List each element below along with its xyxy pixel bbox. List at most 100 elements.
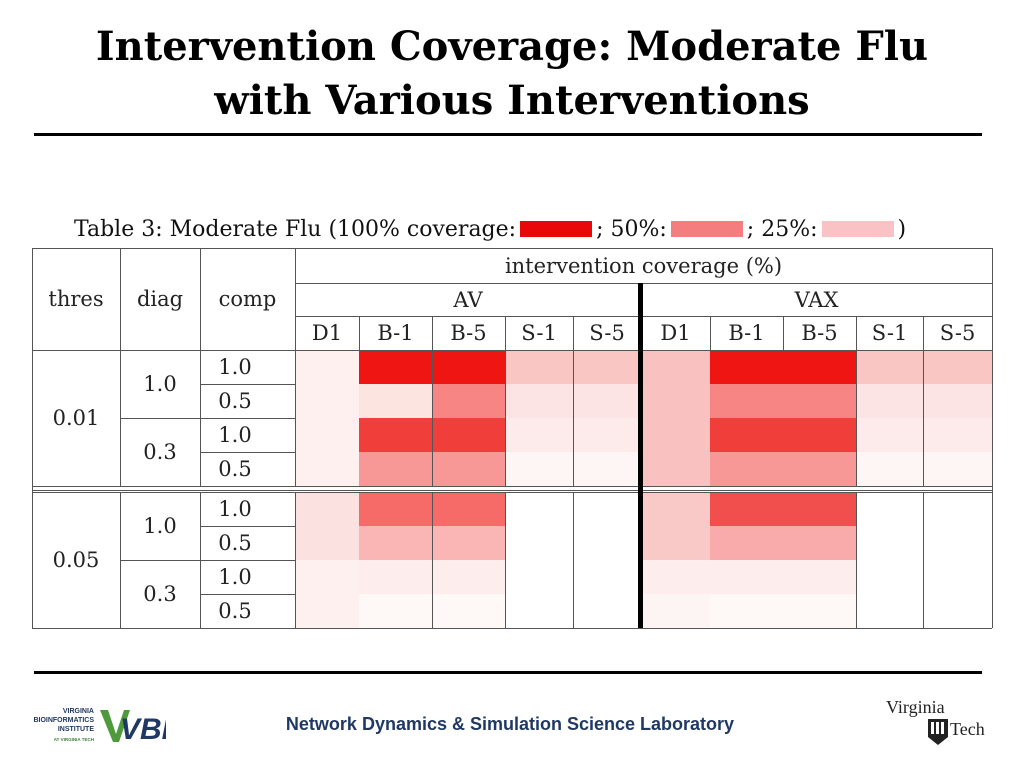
- coverage-cell: [923, 384, 992, 418]
- title-rule: [34, 133, 982, 136]
- row-diag-label: 0.3: [143, 440, 177, 464]
- coverage-cell: [710, 526, 783, 560]
- table-border: [573, 350, 574, 486]
- coverage-cell: [295, 492, 359, 526]
- slide-title: Intervention Coverage: Moderate Flu with…: [0, 20, 1024, 128]
- coverage-cell: [505, 492, 573, 526]
- coverage-cell: [783, 350, 856, 384]
- coverage-cell: [856, 526, 923, 560]
- table-border: [710, 316, 711, 350]
- caption-sep-25: ; 25%:: [746, 216, 818, 242]
- table-border: [856, 350, 857, 486]
- coverage-cell: [505, 384, 573, 418]
- coverage-cell: [710, 452, 783, 486]
- table-border: [783, 316, 784, 350]
- table-border: [992, 350, 993, 486]
- coverage-cell: [432, 526, 505, 560]
- table-border: [32, 486, 33, 494]
- coverage-cell: [359, 526, 432, 560]
- av-vax-divider: [638, 283, 643, 628]
- table-border: [573, 492, 574, 628]
- coverage-cell: [505, 418, 573, 452]
- table-border: [432, 492, 433, 628]
- header-thres: thres: [48, 287, 104, 311]
- vbi-line-2: BIOINFORMATICS: [33, 717, 94, 724]
- coverage-cell: [710, 350, 783, 384]
- coverage-cell: [856, 492, 923, 526]
- table-border: [200, 384, 295, 385]
- caption-suffix: ): [897, 216, 907, 242]
- table-border: [200, 350, 201, 486]
- coverage-cell: [432, 594, 505, 628]
- header-group: intervention coverage (%): [504, 253, 783, 278]
- table-border: [432, 316, 433, 350]
- table-border: [120, 248, 121, 350]
- table-border: [32, 248, 992, 249]
- header-subcol: B-5: [801, 321, 838, 345]
- coverage-cell: [856, 350, 923, 384]
- table-border: [923, 350, 924, 486]
- coverage-cell: [505, 526, 573, 560]
- table-border: [432, 350, 433, 486]
- coverage-cell: [923, 418, 992, 452]
- coverage-cell: [505, 594, 573, 628]
- table-border: [505, 492, 506, 628]
- table-border: [32, 486, 992, 487]
- coverage-cell: [710, 560, 783, 594]
- table-border: [200, 594, 295, 595]
- coverage-cell: [573, 452, 641, 486]
- header-subcol: S-5: [589, 321, 625, 345]
- table-border: [359, 316, 360, 350]
- coverage-cell: [923, 492, 992, 526]
- coverage-cell: [432, 350, 505, 384]
- table-border: [573, 316, 574, 350]
- coverage-cell: [573, 594, 641, 628]
- coverage-cell: [923, 452, 992, 486]
- coverage-cell: [295, 350, 359, 384]
- table-border: [505, 316, 506, 350]
- coverage-cell: [783, 492, 856, 526]
- table-border: [120, 418, 295, 419]
- coverage-cell: [359, 560, 432, 594]
- row-thres-label: 0.01: [52, 406, 100, 430]
- coverage-cell: [432, 492, 505, 526]
- coverage-cell: [710, 492, 783, 526]
- legend-swatch-25: [821, 221, 894, 237]
- row-comp-label: 1.0: [218, 355, 252, 379]
- row-comp-label: 0.5: [218, 457, 252, 481]
- coverage-cell: [295, 560, 359, 594]
- row-diag-label: 1.0: [143, 372, 177, 396]
- table-border: [992, 248, 993, 350]
- table-border: [32, 350, 33, 486]
- coverage-cell: [923, 350, 992, 384]
- table-border: [295, 316, 992, 317]
- coverage-cell: [505, 452, 573, 486]
- caption-prefix: Table 3: Moderate Flu (100% coverage:: [74, 216, 517, 242]
- coverage-cell: [359, 384, 432, 418]
- row-comp-label: 0.5: [218, 531, 252, 555]
- coverage-cell: [641, 526, 710, 560]
- table-border: [923, 492, 924, 628]
- row-thres-label: 0.05: [52, 548, 100, 572]
- table-border: [295, 283, 992, 284]
- table-border: [200, 248, 201, 350]
- coverage-cell: [641, 418, 710, 452]
- coverage-cell: [783, 384, 856, 418]
- coverage-cell: [573, 384, 641, 418]
- title-line-1: Intervention Coverage: Moderate Flu: [95, 23, 929, 70]
- header-subcol: D1: [660, 321, 691, 345]
- caption-sep-50: ; 50%:: [596, 216, 667, 242]
- coverage-cell: [432, 452, 505, 486]
- table-border: [992, 486, 993, 494]
- table-border: [32, 492, 33, 628]
- coverage-cell: [856, 418, 923, 452]
- table-border: [505, 350, 506, 486]
- coverage-cell: [783, 526, 856, 560]
- coverage-cell: [641, 350, 710, 384]
- header-vax: VAX: [794, 287, 839, 312]
- coverage-cell: [359, 418, 432, 452]
- legend-swatch-100: [520, 221, 593, 237]
- table-border: [200, 492, 201, 628]
- coverage-cell: [505, 350, 573, 384]
